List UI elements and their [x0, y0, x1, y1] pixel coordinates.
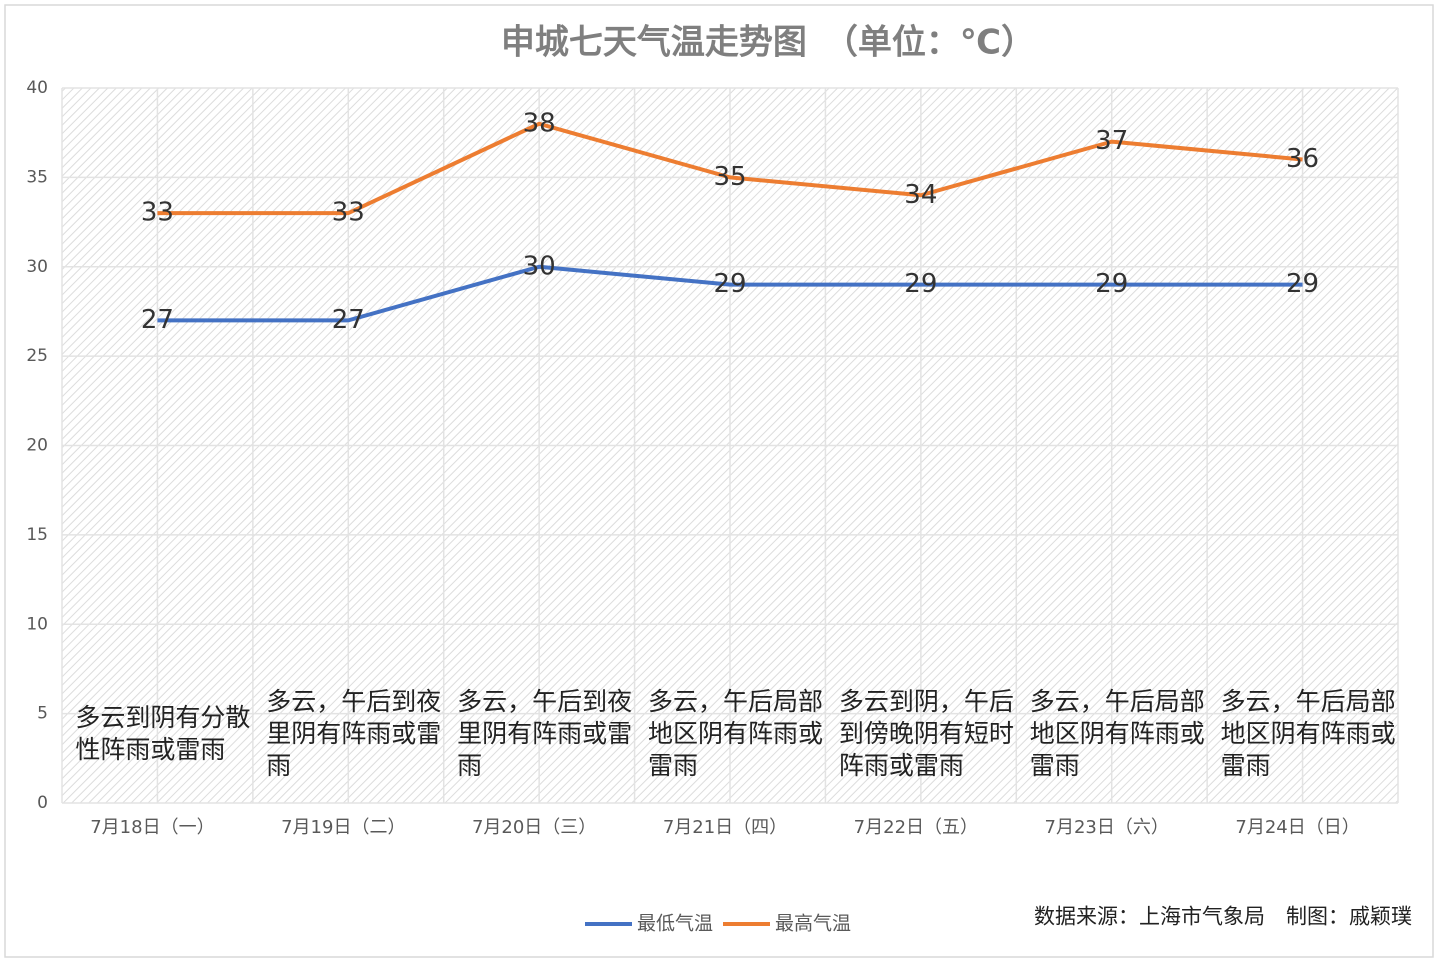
series-line — [157, 264, 1303, 323]
data-label: 30 — [523, 251, 556, 281]
y-tick-label: 25 — [26, 346, 48, 366]
x-tick-label: 7月19日（二） — [281, 817, 405, 838]
data-label: 29 — [713, 269, 746, 299]
border — [4, 4, 1434, 958]
data-label: 29 — [904, 269, 937, 299]
weather-text: 多云，午后到夜里阴有阵雨或雷雨 — [266, 687, 442, 780]
y-tick-label: 20 — [26, 436, 48, 456]
weather-text: 多云到阴有分散性阵雨或雷雨 — [75, 703, 251, 764]
weather-note: 多云到阴有分散性阵雨或雷雨 — [75, 664, 255, 804]
legend-label: 最低气温 — [637, 913, 713, 935]
data-label: 35 — [713, 162, 746, 192]
x-tick-label: 7月21日（四） — [663, 817, 787, 838]
x-tick-label: 7月23日（六） — [1045, 817, 1169, 838]
data-label: 33 — [332, 198, 365, 228]
data-label: 36 — [1286, 144, 1319, 174]
x-tick-label: 7月24日（日） — [1235, 817, 1359, 838]
weather-note: 多云到阴，午后到傍晚阴有短时阵雨或雷雨 — [839, 664, 1019, 804]
y-tick-label: 10 — [26, 614, 48, 634]
x-tick-label: 7月18日（一） — [90, 817, 214, 838]
weather-text: 多云，午后局部地区阴有阵雨或雷雨 — [648, 687, 824, 780]
data-label: 27 — [332, 305, 365, 335]
source-note: 数据来源：上海市气象局 制图：戚颖璞 — [1034, 905, 1412, 929]
weather-note: 多云，午后局部地区阴有阵雨或雷雨 — [648, 664, 828, 804]
weather-note: 多云，午后局部地区阴有阵雨或雷雨 — [1221, 664, 1401, 804]
weather-note: 多云，午后局部地区阴有阵雨或雷雨 — [1030, 664, 1210, 804]
data-label: 29 — [1095, 269, 1128, 299]
weather-text: 多云，午后到夜里阴有阵雨或雷雨 — [457, 687, 633, 780]
data-label: 34 — [904, 180, 937, 210]
weather-text: 多云，午后局部地区阴有阵雨或雷雨 — [1220, 687, 1396, 780]
data-label: 38 — [523, 108, 556, 138]
x-tick-label: 7月20日（三） — [472, 817, 596, 838]
series-line — [157, 121, 1303, 216]
y-tick-label: 15 — [26, 525, 48, 545]
data-label: 37 — [1095, 126, 1128, 156]
legend-label: 最高气温 — [775, 913, 851, 935]
data-label: 27 — [141, 305, 174, 335]
x-tick-label: 7月22日（五） — [854, 817, 978, 838]
chart-title: 申城七天气温走势图 （单位：℃） — [501, 23, 1035, 63]
y-tick-label: 0 — [37, 793, 48, 813]
y-tick-label: 35 — [26, 167, 48, 187]
weather-note: 多云，午后到夜里阴有阵雨或雷雨 — [266, 664, 446, 804]
y-tick-label: 40 — [26, 78, 48, 98]
weather-text: 多云，午后局部地区阴有阵雨或雷雨 — [1029, 687, 1205, 780]
data-label: 33 — [141, 198, 174, 228]
weather-note: 多云，午后到夜里阴有阵雨或雷雨 — [457, 664, 637, 804]
weather-text: 多云到阴，午后到傍晚阴有短时阵雨或雷雨 — [838, 687, 1014, 780]
data-label: 29 — [1286, 269, 1319, 299]
y-tick-label: 5 — [37, 704, 48, 724]
y-tick-label: 30 — [26, 257, 48, 277]
